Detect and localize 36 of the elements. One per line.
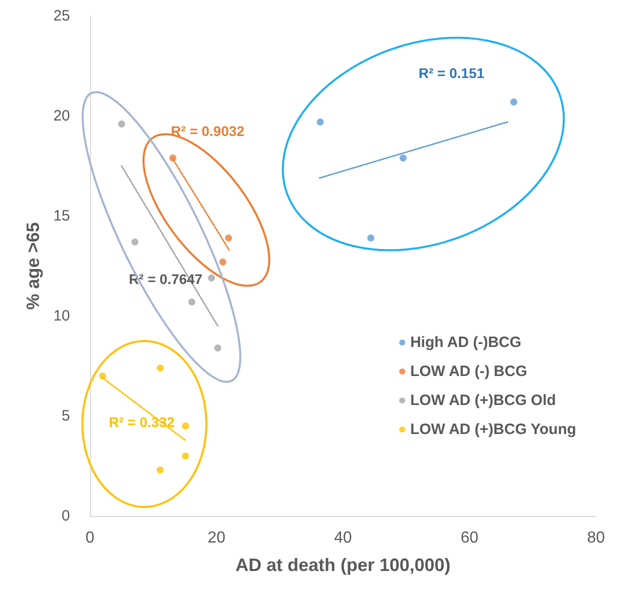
point [156, 466, 164, 474]
y-tick-label: 20 [53, 108, 70, 124]
point [214, 344, 222, 352]
point [169, 154, 176, 162]
annotation: R² = 0.9032 [170, 123, 245, 139]
x-tick-label: 40 [334, 530, 352, 546]
point [316, 118, 324, 126]
point [182, 452, 190, 460]
point [131, 238, 138, 246]
x-tick-label: 0 [86, 530, 95, 546]
legend-label: LOW AD (+)BCG Young [410, 421, 576, 438]
legend-label: LOW AD (-) BCG [410, 363, 528, 380]
legend-label: High AD (-)BCG [410, 334, 522, 351]
annotation: R² = 0.151 [418, 65, 485, 81]
y-tick-label: 25 [53, 8, 70, 24]
y-axis-title: % age >65 [23, 222, 43, 310]
x-tick-label: 20 [208, 530, 226, 546]
point [225, 234, 232, 242]
y-tick-label: 0 [62, 508, 70, 524]
point [400, 154, 407, 162]
point [367, 234, 374, 242]
legend-label: LOW AD (+)BCG Old [410, 392, 556, 409]
x-tick-label: 60 [460, 530, 478, 546]
point [208, 274, 215, 282]
point [188, 298, 196, 306]
point [99, 372, 106, 380]
x-axis-title: AD at death (per 100,000) [235, 555, 451, 575]
y-tick-label: 5 [62, 408, 70, 424]
x-tick-label: 80 [587, 530, 605, 546]
point [182, 422, 190, 430]
point [118, 120, 126, 128]
point [510, 98, 518, 106]
y-tick-label: 15 [53, 208, 70, 224]
y-tick-label: 10 [53, 308, 70, 324]
point [219, 258, 226, 266]
point [156, 364, 164, 372]
